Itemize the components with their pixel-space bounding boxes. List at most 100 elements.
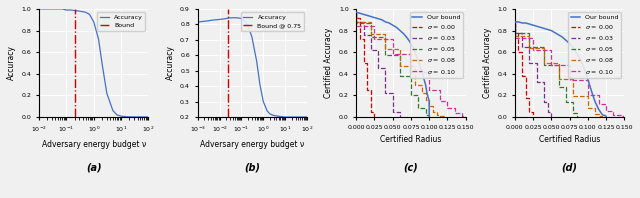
- Accuracy: [266, 113, 274, 115]
- $\sigma$ = 0.10: [566, 79, 573, 81]
- $\sigma$ = 0.05: [426, 114, 433, 116]
- Accuracy: [52, 8, 60, 10]
- $\sigma$ = 0.05: [353, 22, 360, 24]
- $\sigma$ = 0.08: [511, 35, 518, 37]
- $\sigma$ = 0.03: [540, 101, 548, 103]
- Our bound: [422, 83, 429, 86]
- Accuracy: [136, 116, 144, 118]
- $\sigma$ = 0.08: [525, 47, 533, 49]
- Our bound: [525, 23, 533, 25]
- Line: Our bound: Our bound: [515, 22, 606, 117]
- $\sigma$ = 0.10: [462, 115, 470, 117]
- Text: (d): (d): [561, 162, 577, 172]
- Accuracy: [253, 60, 260, 63]
- $\sigma$ = 0.05: [422, 107, 429, 109]
- Legend: Accuracy, Bound @ 0.75: Accuracy, Bound @ 0.75: [241, 12, 304, 31]
- $\sigma$ = 0.00: [525, 110, 533, 113]
- $\sigma$ = 0.08: [418, 92, 426, 94]
- Accuracy: [125, 116, 133, 118]
- X-axis label: Adversary energy budget ν: Adversary energy budget ν: [42, 140, 146, 148]
- $\sigma$ = 0.10: [458, 111, 466, 114]
- Text: (b): (b): [244, 162, 260, 172]
- Line: $\sigma$ = 0.00: $\sigma$ = 0.00: [356, 12, 374, 117]
- Our bound: [400, 33, 408, 35]
- $\sigma$ = 0.08: [353, 21, 360, 23]
- $\sigma$ = 0.05: [525, 46, 533, 48]
- $\sigma$ = 0.03: [353, 21, 360, 23]
- $\sigma$ = 0.10: [462, 116, 470, 118]
- X-axis label: Certified Radius: Certified Radius: [380, 135, 442, 144]
- $\sigma$ = 0.08: [570, 95, 577, 98]
- Our bound: [533, 25, 541, 28]
- $\sigma$ = 0.10: [436, 100, 444, 102]
- $\sigma$ = 0.08: [540, 47, 548, 49]
- $\sigma$ = 0.08: [598, 115, 606, 117]
- $\sigma$ = 0.10: [444, 100, 451, 102]
- $\sigma$ = 0.10: [389, 38, 397, 40]
- $\sigma$ = 0.03: [367, 34, 374, 36]
- $\sigma$ = 0.10: [371, 38, 378, 40]
- $\sigma$ = 0.10: [426, 89, 433, 91]
- Accuracy: [54, 8, 62, 10]
- Line: $\sigma$ = 0.10: $\sigma$ = 0.10: [515, 30, 624, 117]
- $\sigma$ = 0.03: [525, 46, 533, 48]
- Our bound: [353, 11, 360, 13]
- Our bound: [411, 50, 419, 52]
- Line: Our bound: Our bound: [356, 12, 429, 117]
- $\sigma$ = 0.05: [353, 12, 360, 14]
- Y-axis label: Accuracy: Accuracy: [166, 46, 175, 80]
- $\sigma$ = 0.10: [371, 25, 378, 28]
- Accuracy: [103, 92, 111, 94]
- Accuracy: [288, 116, 296, 118]
- $\sigma$ = 0.10: [617, 114, 625, 116]
- $\sigma$ = 0.10: [511, 37, 518, 39]
- $\sigma$ = 0.10: [389, 53, 397, 55]
- $\sigma$ = 0.00: [525, 96, 533, 99]
- $\sigma$ = 0.10: [595, 103, 603, 105]
- $\sigma$ = 0.05: [426, 116, 433, 118]
- Our bound: [591, 101, 599, 103]
- $\sigma$ = 0.00: [356, 38, 364, 40]
- $\sigma$ = 0.08: [418, 83, 426, 86]
- Accuracy: [145, 116, 152, 118]
- Our bound: [551, 31, 559, 34]
- Our bound: [423, 92, 431, 94]
- $\sigma$ = 0.00: [364, 62, 371, 64]
- $\sigma$ = 0.03: [544, 110, 552, 113]
- Accuracy: [117, 115, 125, 117]
- Our bound: [544, 28, 552, 31]
- $\sigma$ = 0.00: [518, 75, 526, 77]
- Line: $\sigma$ = 0.03: $\sigma$ = 0.03: [356, 13, 400, 117]
- Accuracy: [140, 116, 148, 118]
- $\sigma$ = 0.10: [547, 49, 555, 51]
- $\sigma$ = 0.10: [620, 116, 628, 118]
- $\sigma$ = 0.05: [367, 36, 374, 38]
- Our bound: [420, 76, 428, 78]
- Accuracy: [241, 20, 249, 23]
- X-axis label: Certified Radius: Certified Radius: [539, 135, 600, 144]
- Legend: Our bound, $\sigma$ = 0.00, $\sigma$ = 0.03, $\sigma$ = 0.05, $\sigma$ = 0.08, $: Our bound, $\sigma$ = 0.00, $\sigma$ = 0…: [568, 12, 621, 78]
- $\sigma$ = 0.00: [522, 96, 530, 99]
- $\sigma$ = 0.05: [415, 107, 422, 109]
- Our bound: [584, 78, 591, 80]
- $\sigma$ = 0.05: [422, 114, 429, 116]
- Our bound: [598, 114, 606, 116]
- Our bound: [540, 27, 548, 30]
- Our bound: [577, 59, 584, 61]
- Our bound: [595, 108, 603, 111]
- Accuracy: [86, 13, 93, 15]
- Our bound: [570, 47, 577, 49]
- $\sigma$ = 0.10: [426, 70, 433, 73]
- Accuracy: [40, 8, 47, 10]
- $\sigma$ = 0.08: [426, 99, 433, 101]
- Line: $\sigma$ = 0.05: $\sigma$ = 0.05: [515, 25, 577, 117]
- $\sigma$ = 0.08: [591, 107, 599, 109]
- $\sigma$ = 0.10: [407, 70, 415, 73]
- $\sigma$ = 0.00: [353, 16, 360, 19]
- Our bound: [418, 70, 426, 73]
- Accuracy: [207, 19, 214, 22]
- $\sigma$ = 0.08: [591, 113, 599, 115]
- $\sigma$ = 0.03: [533, 81, 541, 84]
- $\sigma$ = 0.00: [522, 75, 530, 77]
- $\sigma$ = 0.08: [595, 115, 603, 117]
